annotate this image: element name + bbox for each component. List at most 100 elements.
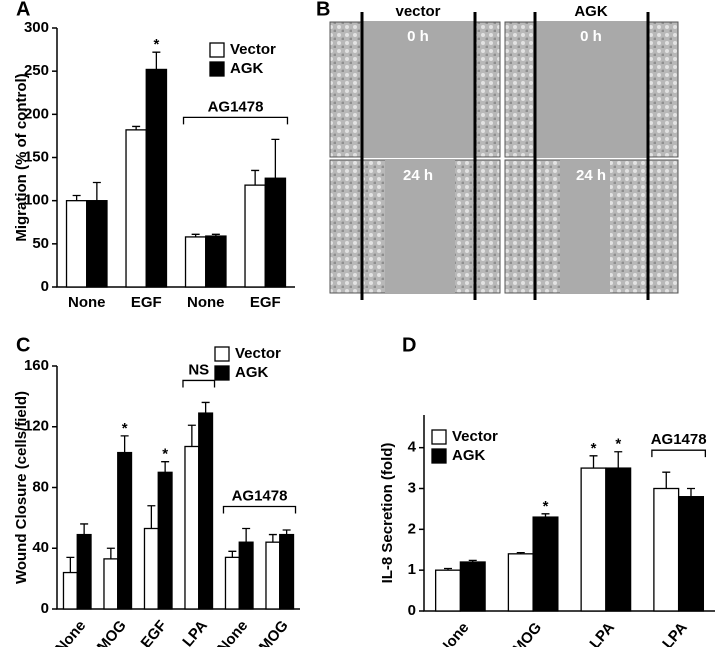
y-axis-label: Wound Closure (cells/field) (13, 391, 30, 584)
error-bar (268, 533, 277, 543)
bracket-label: AG1478 (208, 98, 264, 115)
panel-label: A (16, 0, 30, 20)
y-tick-label: 200 (24, 105, 49, 122)
bar (605, 467, 632, 612)
time-label: 24 h (403, 167, 433, 184)
bar (580, 467, 607, 612)
micrographs: vector AGK 0 h 0 h 24 h 24 h (329, 3, 679, 300)
error-bar (147, 505, 156, 529)
bar (244, 184, 266, 288)
legend-label: Vector (230, 41, 276, 58)
legend-label: AGK (235, 364, 269, 381)
y-tick-label: 0 (41, 600, 49, 617)
legend-swatch (209, 42, 225, 58)
legend-label: Vector (235, 345, 281, 362)
x-tick-label: MOG (509, 619, 545, 647)
error-bar (187, 424, 196, 447)
bracket-label: AG1478 (651, 431, 707, 448)
legend-swatch (431, 448, 447, 464)
bar (279, 533, 295, 610)
error-bar (211, 233, 220, 237)
y-axis-label: IL-8 Secretion (fold) (379, 443, 396, 584)
time-label: 0 h (580, 28, 602, 45)
significance: * (543, 498, 549, 515)
bracket-label: AG1478 (232, 487, 288, 504)
image (560, 160, 610, 293)
bar (264, 177, 287, 288)
error-bar (132, 125, 141, 130)
bracket-label: NS (188, 361, 209, 378)
bracket (222, 505, 297, 514)
x-tick-label: EGF (250, 294, 281, 311)
bar (224, 556, 240, 610)
y-axis-label: Migration (% of control) (13, 73, 30, 241)
error-bar (120, 435, 129, 453)
bar (459, 561, 486, 612)
y-tick-label: 2 (408, 520, 416, 537)
x-tick-label: EGF (138, 617, 171, 647)
error-bar (589, 455, 598, 469)
bar (184, 445, 200, 610)
bar (143, 527, 159, 610)
bar (677, 496, 705, 612)
panel-label: D (402, 334, 416, 356)
bar (65, 200, 88, 288)
x-tick-label: LPA (586, 619, 618, 647)
bar (76, 533, 92, 610)
legend-label: Vector (452, 428, 498, 445)
error-bar (686, 487, 695, 497)
bar (125, 129, 147, 288)
column-label: AGK (574, 3, 608, 20)
bar (117, 451, 133, 610)
legend-swatch (431, 429, 447, 445)
x-tick-label: None (187, 294, 225, 311)
bar (265, 541, 281, 610)
y-tick-label: 50 (32, 235, 49, 252)
x-tick-label: None (214, 617, 251, 647)
error-bar (66, 556, 75, 573)
significance: * (615, 436, 621, 453)
legend-label: AGK (230, 60, 264, 77)
y-tick-label: 250 (24, 62, 49, 79)
bar (532, 516, 559, 612)
error-bar (271, 138, 280, 179)
x-tick-label: LPA (659, 619, 691, 647)
y-tick-label: 0 (408, 602, 416, 619)
x-tick-label: None (435, 619, 472, 647)
panel-label: C (16, 334, 30, 356)
y-tick-label: 3 (408, 479, 416, 496)
error-bar (444, 567, 453, 571)
bar (86, 200, 108, 288)
bar (507, 553, 534, 612)
y-tick-label: 4 (408, 439, 417, 456)
error-bar (662, 471, 671, 489)
error-bar (516, 551, 525, 554)
error-bar (80, 523, 89, 535)
x-tick-label: None (52, 617, 89, 647)
error-bar (191, 233, 200, 237)
legend-swatch (209, 61, 225, 77)
time-label: 0 h (407, 28, 429, 45)
y-tick-label: 1 (408, 561, 416, 578)
error-bar (72, 194, 81, 201)
error-bar (541, 513, 550, 518)
bracket (651, 449, 707, 458)
x-tick-label: EGF (131, 294, 162, 311)
error-bar (228, 550, 237, 558)
x-tick-label: MOG (256, 617, 292, 647)
bar (653, 487, 680, 612)
image (362, 22, 475, 157)
y-tick-label: 120 (24, 418, 49, 435)
bar (184, 236, 207, 288)
bar (205, 235, 227, 288)
image (535, 22, 648, 157)
x-tick-label: MOG (94, 617, 130, 647)
bar (145, 68, 168, 288)
error-bar (152, 51, 161, 70)
legend-label: AGK (452, 447, 486, 464)
bracket (182, 116, 289, 125)
significance: * (122, 420, 128, 437)
bar (62, 571, 78, 610)
error-bar (201, 401, 210, 414)
x-tick-label: None (68, 294, 106, 311)
